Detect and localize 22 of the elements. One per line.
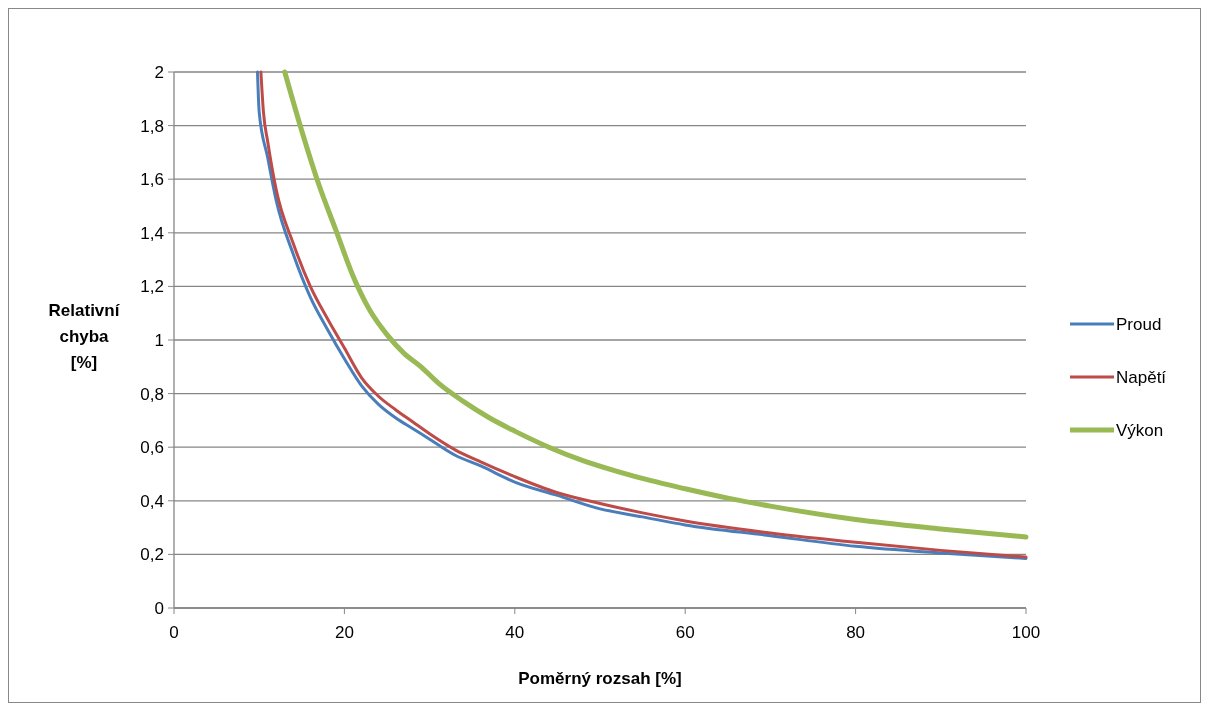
x-tick-label: 40 [505, 623, 525, 642]
x-tick-label: 100 [1011, 623, 1041, 642]
y-tick-label: 1,4 [140, 223, 164, 243]
y-axis-title: Relativní chyba [%] [48, 301, 121, 372]
y-tick-label: 1,2 [140, 277, 164, 297]
legend-label: Výkon [1116, 420, 1164, 440]
x-tick-label: 80 [846, 623, 866, 642]
x-tick-label: 60 [675, 623, 695, 642]
y-tick-label: 0 [154, 598, 164, 618]
y-tick-label: 2 [154, 62, 164, 82]
y-tick-label: 0,8 [140, 384, 164, 404]
legend-label: Napětí [1116, 367, 1167, 387]
legend-label: Proud [1116, 314, 1162, 334]
x-axis-title: Poměrný rozsah [%] [518, 669, 682, 688]
y-tick-label: 1,8 [140, 116, 164, 136]
x-tick-label: 20 [334, 623, 354, 642]
y-tick-label: 0,2 [140, 545, 164, 565]
y-tick-label: 0,4 [140, 491, 164, 511]
x-tick-label: 0 [169, 623, 179, 642]
y-tick-label: 0,6 [140, 438, 164, 458]
y-tick-label: 1 [154, 330, 164, 350]
y-tick-label: 1,6 [140, 170, 164, 190]
